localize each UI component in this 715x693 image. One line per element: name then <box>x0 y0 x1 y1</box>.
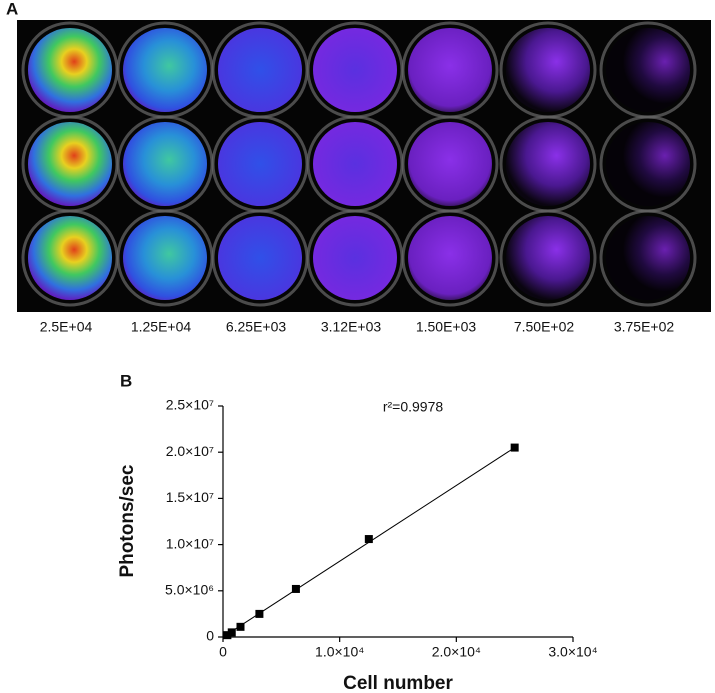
y-tick-label: 0 <box>206 628 214 644</box>
y-tick-label: 2.5×10⁷ <box>166 397 214 413</box>
point <box>236 622 245 631</box>
well-signal <box>218 122 302 206</box>
well-label: 7.50E+02 <box>514 319 575 335</box>
well-label: 3.12E+03 <box>321 319 382 335</box>
y-tick-label: 1.5×10⁷ <box>166 489 214 505</box>
point <box>510 443 519 452</box>
well-signal <box>218 216 302 300</box>
y-axis-title: Photons/sec <box>117 464 138 577</box>
well-rim <box>499 209 597 307</box>
well-signal <box>606 122 690 206</box>
well-signal <box>218 28 302 112</box>
well-label: 6.25E+03 <box>226 319 287 335</box>
well-signal <box>408 28 492 112</box>
x-tick-label: 2.0×10⁴ <box>432 644 481 660</box>
point <box>291 584 300 593</box>
well-label: 2.5E+04 <box>40 319 93 335</box>
well-signal <box>123 28 207 112</box>
well-signal <box>506 122 590 206</box>
well-signal <box>606 216 690 300</box>
x-tick-label: 1.0×10⁴ <box>315 644 364 660</box>
x-axis-title: Cell number <box>343 673 453 693</box>
well-signal <box>28 216 112 300</box>
well-rim <box>401 209 499 307</box>
well-signal <box>506 216 590 300</box>
point <box>364 535 373 544</box>
well-signal <box>123 122 207 206</box>
well-signal <box>28 28 112 112</box>
well-signal <box>123 216 207 300</box>
well-rim <box>599 209 697 307</box>
panel-label: B <box>120 371 132 390</box>
panel-label: A <box>6 0 18 18</box>
wells <box>21 21 697 307</box>
y-tick-label: 2.0×10⁷ <box>166 443 214 459</box>
well-label: 1.25E+04 <box>131 319 192 335</box>
well-signal <box>28 122 112 206</box>
well-signal <box>313 216 397 300</box>
well-label: 3.75E+02 <box>614 319 675 335</box>
well-signal <box>313 122 397 206</box>
well-signal <box>408 216 492 300</box>
point <box>223 631 232 640</box>
well-signal <box>408 122 492 206</box>
well-signal <box>313 28 397 112</box>
annotation: r²=0.9978 <box>383 399 444 415</box>
well-signal <box>506 28 590 112</box>
well-label: 1.50E+03 <box>416 319 477 335</box>
y-tick-label: 1.0×10⁷ <box>166 535 214 551</box>
well-signal <box>606 28 690 112</box>
point <box>255 609 264 618</box>
point <box>227 628 236 637</box>
x-tick-label: 3.0×10⁴ <box>548 644 597 660</box>
y-tick-label: 5.0×10⁶ <box>165 582 214 598</box>
x-tick-label: 0 <box>219 644 227 660</box>
